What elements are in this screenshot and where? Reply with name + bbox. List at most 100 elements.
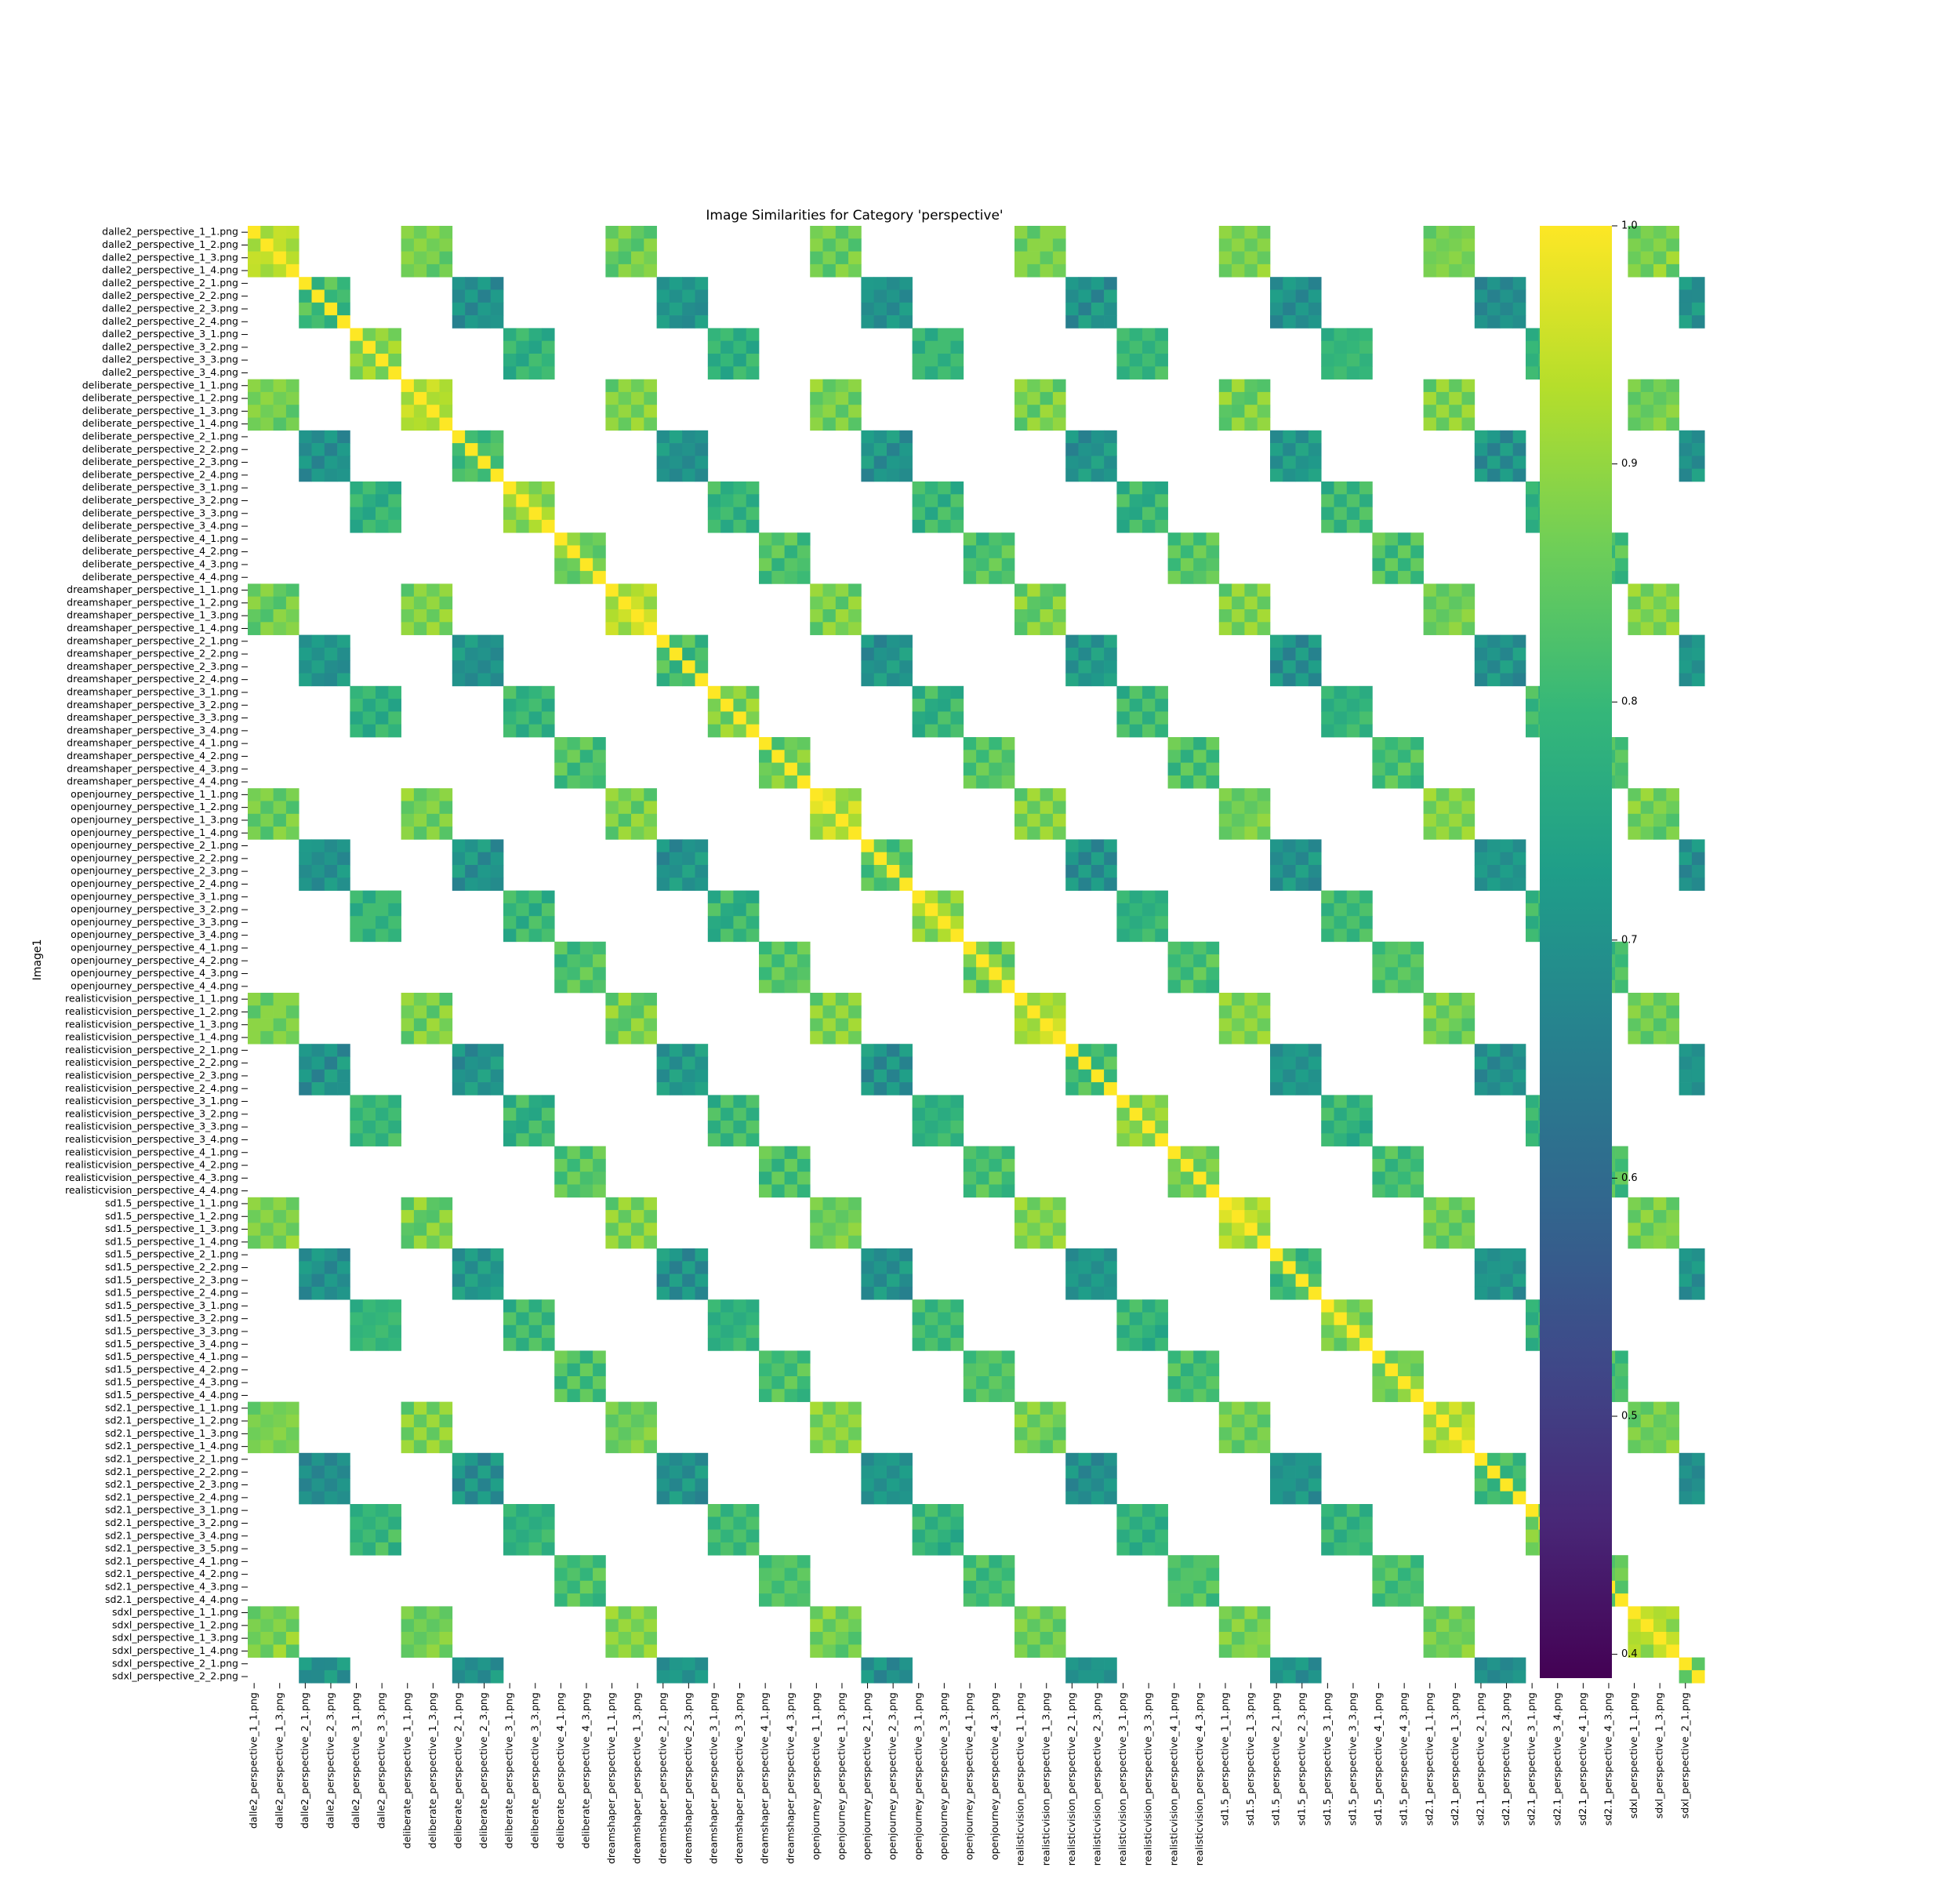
heatmap-cell xyxy=(554,545,568,559)
heatmap-cell xyxy=(1346,1121,1360,1134)
heatmap-cell xyxy=(439,251,453,265)
heatmap-cell xyxy=(1244,1223,1258,1237)
heatmap-cell xyxy=(899,1466,913,1479)
heatmap-cell xyxy=(822,379,837,393)
heatmap-cell xyxy=(1398,750,1411,763)
heatmap-cell xyxy=(950,1133,964,1146)
heatmap-cell xyxy=(1461,1632,1475,1645)
heatmap-cell xyxy=(924,354,938,367)
heatmap-cell xyxy=(1372,1350,1386,1364)
heatmap-cell xyxy=(1691,852,1705,866)
heatmap-cell xyxy=(1691,468,1705,482)
heatmap-cell xyxy=(1218,827,1232,840)
heatmap-cell xyxy=(1295,1669,1309,1684)
heatmap-cell xyxy=(976,558,989,572)
heatmap-cell xyxy=(797,532,811,546)
heatmap-cell xyxy=(1091,865,1105,878)
heatmap-cell xyxy=(337,647,350,661)
heatmap-cell xyxy=(299,1466,312,1479)
heatmap-cell xyxy=(861,1669,875,1684)
column-label: sd2.1_perspective_1_3.png xyxy=(1449,1692,1461,1826)
heatmap-cell xyxy=(1218,391,1232,405)
heatmap-cell xyxy=(465,1452,478,1466)
heatmap-cell xyxy=(1640,391,1654,405)
heatmap-cell xyxy=(1244,801,1258,815)
heatmap-cell xyxy=(388,340,401,354)
heatmap-cell xyxy=(273,391,287,405)
heatmap-cell xyxy=(1359,1299,1373,1313)
row-label: sd1.5_perspective_3_2.png xyxy=(105,1312,238,1324)
row-label: sd1.5_perspective_1_1.png xyxy=(105,1197,238,1208)
heatmap-cell xyxy=(273,622,287,635)
heatmap-cell xyxy=(1027,813,1040,827)
heatmap-cell xyxy=(413,238,427,252)
heatmap-cell xyxy=(720,711,734,725)
heatmap-cell xyxy=(861,1056,875,1070)
heatmap-cell xyxy=(376,1517,389,1530)
heatmap-cell xyxy=(439,813,453,827)
heatmap-cell xyxy=(950,928,964,943)
column-label: dreamshaper_perspective_1_1.png xyxy=(605,1692,617,1864)
heatmap-cell xyxy=(1321,1504,1334,1517)
heatmap-cell xyxy=(848,1235,862,1249)
heatmap-cell xyxy=(362,890,376,904)
heatmap-cell xyxy=(887,456,900,470)
heatmap-cell xyxy=(797,941,811,955)
heatmap-cell xyxy=(733,724,747,738)
heatmap-cell xyxy=(695,1286,709,1300)
heatmap-cell xyxy=(887,1261,900,1274)
heatmap-cell xyxy=(746,1133,760,1146)
heatmap-cell xyxy=(707,1095,721,1109)
heatmap-cell xyxy=(1052,263,1066,278)
heatmap-cell xyxy=(1398,1376,1411,1390)
heatmap-cell xyxy=(1193,1158,1207,1172)
heatmap-cell xyxy=(1398,1172,1411,1185)
heatmap-cell xyxy=(605,583,619,598)
heatmap-cell xyxy=(503,928,517,943)
heatmap-cell xyxy=(1193,967,1207,981)
heatmap-cell xyxy=(656,1466,670,1479)
heatmap-cell xyxy=(516,1095,529,1109)
heatmap-cell xyxy=(311,1044,325,1057)
heatmap-cell xyxy=(1500,852,1514,866)
heatmap-cell xyxy=(1155,711,1168,725)
heatmap-cell xyxy=(477,315,492,329)
heatmap-cell xyxy=(1155,1324,1168,1339)
heatmap-cell xyxy=(541,494,555,507)
heatmap-cell xyxy=(1001,775,1015,789)
heatmap-cell xyxy=(337,315,350,329)
heatmap-cell xyxy=(541,340,555,354)
heatmap-cell xyxy=(822,801,837,815)
heatmap-cell xyxy=(273,1223,287,1237)
heatmap-cell xyxy=(1372,1376,1386,1390)
heatmap-cell xyxy=(746,366,760,380)
heatmap-cell xyxy=(1487,634,1501,649)
heatmap-cell xyxy=(1001,1184,1015,1198)
heatmap-cell xyxy=(707,494,721,507)
heatmap-cell xyxy=(1244,251,1258,265)
heatmap-cell xyxy=(1526,1542,1539,1556)
heatmap-cell xyxy=(1308,852,1322,866)
heatmap-cell xyxy=(848,1619,862,1633)
heatmap-cell xyxy=(1385,1172,1399,1185)
heatmap-cell xyxy=(490,1657,504,1671)
heatmap-cell xyxy=(1014,1210,1028,1223)
heatmap-cell xyxy=(605,596,619,610)
heatmap-cell xyxy=(1091,1069,1105,1083)
heatmap-cell xyxy=(1014,609,1028,623)
heatmap-cell xyxy=(1232,417,1245,431)
heatmap-cell xyxy=(1232,1606,1245,1620)
heatmap-cell xyxy=(1640,596,1654,610)
heatmap-cell xyxy=(759,762,772,776)
heatmap-cell xyxy=(1436,1401,1450,1415)
heatmap-cell xyxy=(938,1529,951,1543)
column-label: dalle2_perspective_3_1.png xyxy=(350,1692,361,1829)
heatmap-cell xyxy=(887,1478,900,1492)
heatmap-cell xyxy=(1270,1056,1283,1070)
heatmap-cell xyxy=(1180,1555,1194,1568)
heatmap-cell xyxy=(1398,1593,1411,1607)
heatmap-cell xyxy=(1679,1478,1693,1492)
row-label: dreamshaper_perspective_4_1.png xyxy=(67,737,238,749)
heatmap-cell xyxy=(848,391,862,405)
heatmap-cell xyxy=(1295,1466,1309,1479)
